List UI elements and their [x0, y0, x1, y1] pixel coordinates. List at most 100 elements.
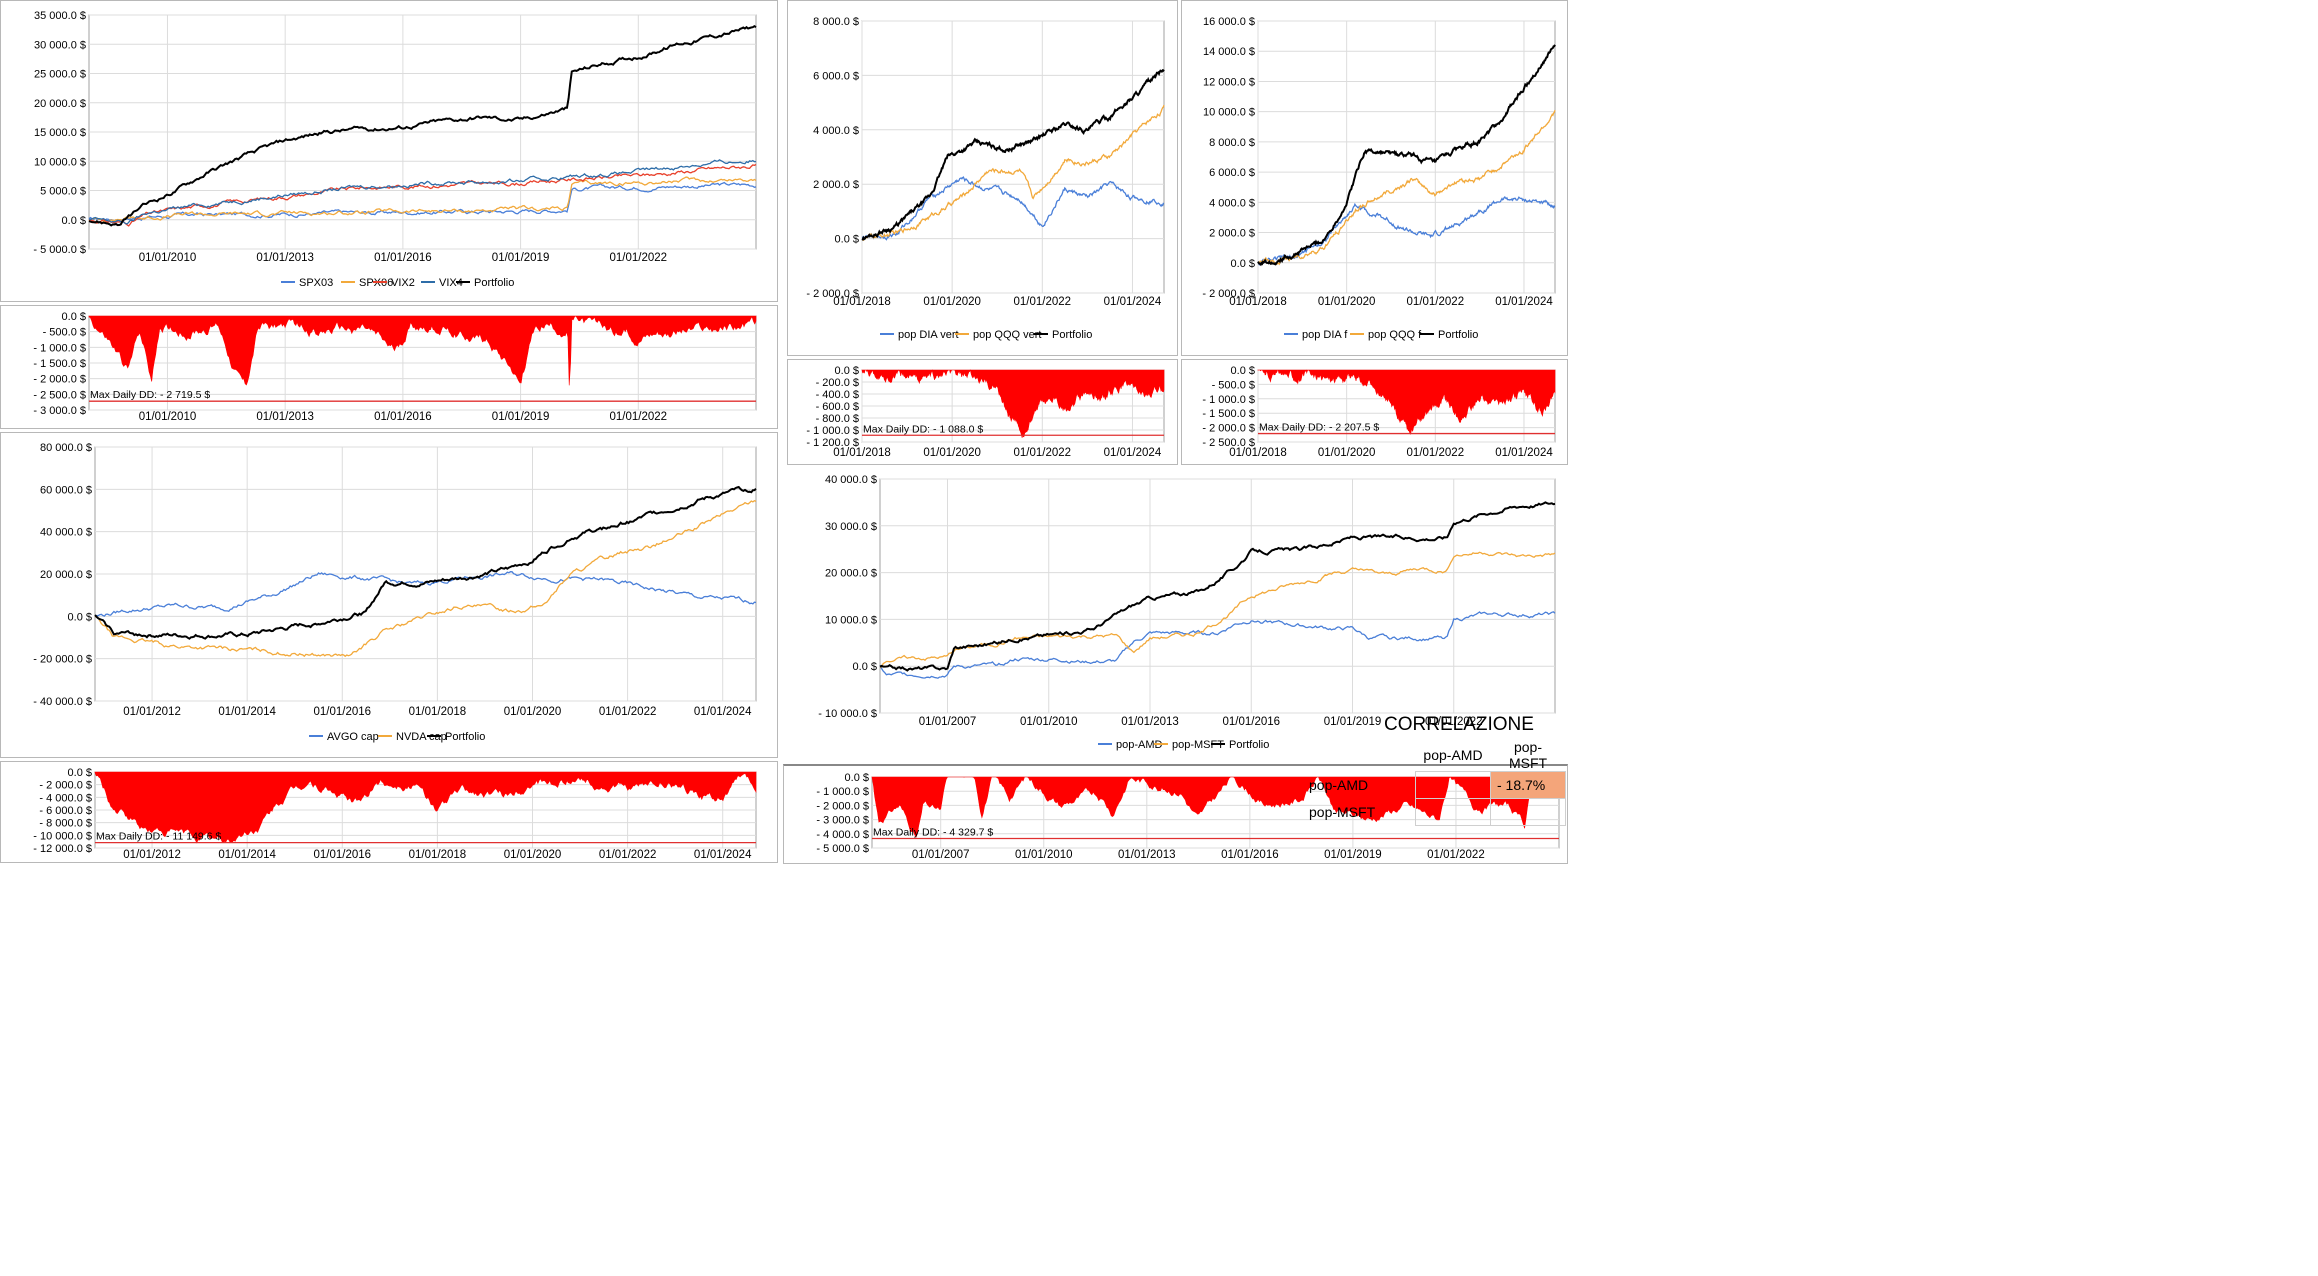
y-tick-label: - 1 000.0 $ [33, 342, 86, 354]
y-tick-label: - 2 000.0 $ [1202, 423, 1255, 435]
y-tick-label: 0.0 $ [62, 311, 86, 323]
plot-area [861, 20, 1165, 294]
x-tick-label: 01/01/2020 [504, 706, 562, 718]
max-dd-label: Max Daily DD: - 11 149.6 $ [96, 831, 221, 843]
max-dd-label: Max Daily DD: - 2 207.5 $ [1259, 422, 1379, 434]
y-tick-label: 0.0 $ [62, 215, 86, 227]
x-tick-label: 01/01/2024 [1495, 296, 1553, 308]
y-tick-label: 40 000.0 $ [40, 527, 92, 539]
corr-cell [1415, 798, 1491, 826]
y-tick-label: - 4 000.0 $ [39, 792, 92, 804]
series-line-vix4 [88, 159, 757, 225]
panel-drawdown-1: 0.0 $ - 500.0 $ - 1 000.0 $ - 1 500.0 $ - 2 … [0, 305, 778, 429]
y-tick-label: - 1 500.0 $ [33, 358, 86, 370]
y-tick-label: 10 000.0 $ [1203, 107, 1255, 119]
x-tick-label: 01/01/2016 [313, 849, 371, 861]
legend-entry: NVDA cap [396, 731, 447, 743]
y-tick-label: - 5 000.0 $ [816, 843, 869, 855]
x-tick-label: 01/01/2024 [1104, 296, 1162, 308]
panel-chart-4: 16 000.0 $ 14 000.0 $ 12 000.0 $ 10 000.0 $… [1181, 0, 1568, 356]
series-line-nvda-cap [94, 499, 757, 658]
x-tick-label: 01/01/2013 [256, 411, 314, 423]
y-tick-label: - 2 000.0 $ [1202, 288, 1255, 300]
x-tick-label: 01/01/2022 [1425, 716, 1483, 728]
y-tick-label: 12 000.0 $ [1203, 76, 1255, 88]
y-tick-label: - 40 000.0 $ [33, 696, 92, 708]
y-tick-label: 20 000.0 $ [825, 568, 877, 580]
y-tick-label: 30 000.0 $ [34, 39, 86, 51]
y-tick-label: - 3 000.0 $ [33, 405, 86, 417]
chart-2: 80 000.0 $ 60 000.0 $ 40 000.0 $ 20 000.0 $… [33, 442, 757, 743]
x-tick-label: 01/01/2022 [610, 252, 668, 264]
y-tick-label: - 2 000.0 $ [816, 800, 869, 812]
legend-entry: pop DIA vert [898, 329, 959, 341]
x-tick-label: 01/01/2019 [492, 411, 550, 423]
series-line-portfolio [88, 25, 757, 227]
y-tick-label: 16 000.0 $ [1203, 16, 1255, 28]
y-tick-label: 10 000.0 $ [34, 156, 86, 168]
x-tick-label: 01/01/2014 [218, 849, 276, 861]
corr-cell-highlight: - 18.7% [1490, 771, 1566, 799]
y-tick-label: - 20 000.0 $ [33, 654, 92, 666]
correlation-table: CORRELAZIONE pop-AMD pop-MSFT pop-AMD - … [1303, 711, 1575, 826]
x-tick-label: 01/01/2024 [1104, 447, 1162, 459]
legend-entry: Portfolio [1438, 329, 1478, 341]
max-dd-label: Max Daily DD: - 1 088.0 $ [863, 423, 983, 435]
panel-drawdown-4: 0.0 $ - 500.0 $ - 1 000.0 $ - 1 500.0 $ - 2 … [1181, 359, 1568, 465]
x-tick-label: 01/01/2013 [1118, 849, 1176, 861]
legend-entry: pop QQQ f [1368, 329, 1422, 341]
drawdown-area [861, 369, 1165, 438]
y-tick-label: 80 000.0 $ [40, 442, 92, 454]
legend-entry: pop DIA f [1302, 329, 1348, 341]
y-tick-label: 0.0 $ [68, 767, 92, 779]
y-tick-label: - 6 000.0 $ [39, 805, 92, 817]
x-tick-label: 01/01/2012 [123, 706, 181, 718]
legend-entry: AVGO cap [327, 731, 379, 743]
series-line-pop-amd [879, 611, 1556, 679]
y-tick-label: - 200.0 $ [816, 377, 859, 389]
y-tick-label: 0.0 $ [1231, 258, 1255, 270]
y-tick-label: - 3 000.0 $ [816, 815, 869, 827]
y-tick-label: - 1 000.0 $ [1202, 394, 1255, 406]
y-tick-label: 6 000.0 $ [813, 70, 859, 82]
drawdown-3: 0.0 $- 200.0 $- 400.0 $- 600.0 $- 800.0 … [806, 365, 1165, 459]
y-tick-label: 20 000.0 $ [34, 98, 86, 110]
series-line-pop-dia-f [1257, 196, 1556, 266]
y-tick-label: - 8 000.0 $ [39, 818, 92, 830]
x-tick-label: 01/01/2019 [492, 252, 550, 264]
y-tick-label: - 2 500.0 $ [1202, 437, 1255, 449]
series-line-portfolio [879, 501, 1556, 672]
x-tick-label: 01/01/2012 [123, 849, 181, 861]
y-tick-label: 0.0 $ [845, 772, 869, 784]
y-tick-label: - 2 000.0 $ [806, 288, 859, 300]
legend-entry: Portfolio [1052, 329, 1092, 341]
panel-chart-3: 8 000.0 $ 6 000.0 $ 4 000.0 $ 2 000.0 $ 0.0 … [787, 0, 1178, 356]
panel-chart-2: 80 000.0 $ 60 000.0 $ 40 000.0 $ 20 000.0 $… [0, 432, 778, 758]
y-tick-label: 0.0 $ [68, 611, 92, 623]
y-tick-label: 5 000.0 $ [40, 186, 86, 198]
panel-drawdown-2: 0.0 $ - 2 000.0 $ - 4 000.0 $ - 6 000.0 $ - … [0, 761, 778, 863]
y-tick-label: - 1 000.0 $ [816, 786, 869, 798]
drawdown-area [94, 771, 757, 844]
chart-4: 16 000.0 $ 14 000.0 $ 12 000.0 $ 10 000.0 $… [1202, 16, 1556, 341]
corr-row-label: pop-AMD [1309, 777, 1369, 793]
x-tick-label: 01/01/2024 [694, 849, 752, 861]
corr-row-label: pop-MSFT [1309, 804, 1376, 820]
series-line-pop-msft [879, 551, 1556, 669]
y-tick-label: 15 000.0 $ [34, 127, 86, 139]
y-tick-label: - 10 000.0 $ [818, 708, 877, 720]
y-tick-label: 10 000.0 $ [825, 614, 877, 626]
panel-chart-5: 40 000.0 $ 30 000.0 $ 20 000.0 $ 10 000.0 $… [787, 468, 1568, 760]
y-tick-label: 14 000.0 $ [1203, 46, 1255, 58]
legend-entry: SPX03 [299, 277, 333, 289]
drawdown-area [1257, 369, 1556, 435]
x-tick-label: 01/01/2024 [694, 706, 752, 718]
panel-drawdown-3: 0.0 $ - 200.0 $ - 400.0 $ - 600.0 $ - 800.0 … [787, 359, 1178, 465]
x-tick-label: 01/01/2007 [919, 716, 977, 728]
x-tick-label: 01/01/2014 [218, 706, 276, 718]
x-tick-label: 01/01/2013 [1121, 716, 1179, 728]
y-tick-label: 35 000.0 $ [34, 10, 86, 22]
x-tick-label: 01/01/2022 [1407, 296, 1465, 308]
x-tick-label: 01/01/2018 [833, 296, 891, 308]
corr-cell [1415, 771, 1491, 799]
